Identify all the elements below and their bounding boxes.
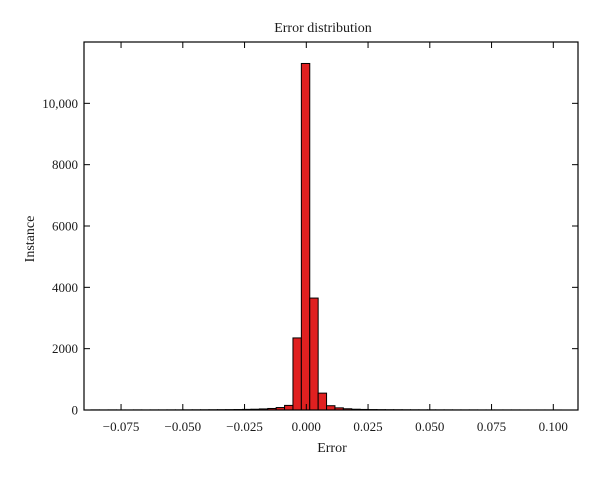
x-tick-label: 0.075 — [477, 419, 506, 434]
x-tick-label: −0.025 — [226, 419, 263, 434]
x-tick-label: 0.000 — [292, 419, 321, 434]
x-tick-label: 0.025 — [353, 419, 382, 434]
x-tick-label: −0.075 — [103, 419, 140, 434]
x-tick-label: −0.050 — [165, 419, 202, 434]
y-tick-label: 6000 — [52, 219, 78, 234]
histogram-bar — [327, 406, 335, 410]
y-tick-label: 8000 — [52, 157, 78, 172]
y-tick-label: 2000 — [52, 341, 78, 356]
histogram-bar — [318, 393, 326, 410]
x-tick-label: 0.100 — [539, 419, 568, 434]
histogram-bar — [285, 405, 293, 410]
y-tick-label: 0 — [72, 403, 79, 418]
histogram-bar — [301, 63, 309, 410]
x-axis-title: Error — [317, 441, 347, 456]
chart-title: Error distribution — [274, 21, 372, 36]
y-tick-label: 10,000 — [42, 96, 78, 111]
y-axis-title: Instance — [23, 216, 38, 263]
plot-frame — [84, 42, 578, 410]
x-tick-label: 0.050 — [415, 419, 444, 434]
y-tick-label: 4000 — [52, 280, 78, 295]
histogram-bar — [293, 338, 301, 410]
histogram-bar — [310, 298, 318, 410]
bars-layer — [91, 63, 562, 410]
